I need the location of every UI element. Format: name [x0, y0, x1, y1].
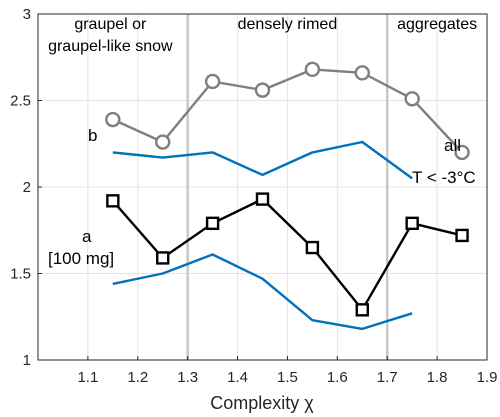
data-point [405, 216, 419, 231]
y-tick-label: 2.5 [10, 93, 31, 110]
series-a_cold [112, 253, 413, 331]
series-line-a_all [111, 197, 463, 311]
series-b_cold [112, 140, 413, 180]
data-point [105, 111, 121, 128]
data-point [156, 251, 170, 265]
series-a_all [106, 192, 469, 317]
data-point [106, 194, 120, 208]
annotation-cold: T < -3°C [412, 168, 476, 187]
x-tick-label: 1.9 [477, 369, 498, 386]
annotation-a-unit: [100 mg] [48, 249, 114, 268]
data-point [304, 61, 321, 78]
annotation-all: all [444, 136, 461, 155]
x-tick-label: 1.6 [327, 369, 348, 386]
x-tick-label: 1.2 [127, 369, 148, 386]
series-line-b_cold [112, 140, 413, 180]
series-layer [105, 61, 470, 331]
data-point [355, 303, 369, 317]
x-tick-label: 1.3 [177, 369, 198, 386]
axes [37, 13, 488, 361]
data-point [454, 144, 470, 161]
data-point [404, 91, 420, 107]
y-tick-label: 3 [23, 6, 31, 23]
x-tick-label: 1.5 [277, 369, 298, 386]
data-point [455, 228, 469, 243]
x-tick-label: 1.7 [377, 369, 398, 386]
data-point [255, 192, 270, 206]
series-line-b_all [112, 68, 463, 154]
annotation-b: b [88, 126, 97, 145]
data-point [354, 65, 370, 81]
region-labels: graupel or graupel-like snow densely rimed… [48, 16, 477, 55]
data-point [254, 82, 271, 98]
annotation-a: a [82, 227, 92, 246]
y-tick-label: 1 [23, 352, 31, 369]
region-label: densely rimed [238, 16, 338, 33]
region-label: aggregates [397, 16, 477, 33]
region-label: graupel or [74, 16, 147, 33]
region-label: graupel-like snow [48, 38, 173, 55]
y-tick-label: 2 [23, 179, 31, 196]
x-tick-label: 1.8 [427, 369, 448, 386]
data-point [305, 240, 320, 255]
series-b_all [105, 61, 470, 161]
tick-labels: 1.1 1.2 1.3 1.4 1.5 1.6 1.7 1.8 1.9 1 1.5 2 2.5 3 [10, 6, 497, 386]
x-tick-label: 1.4 [227, 369, 248, 386]
plot-frame [37, 13, 488, 361]
data-point [155, 134, 171, 150]
data-point [204, 73, 221, 90]
region-dividers [186, 14, 389, 360]
series-line-a_cold [112, 253, 413, 331]
data-point [205, 216, 220, 231]
x-axis-title: Complexity χ [210, 393, 314, 413]
y-tick-label: 1.5 [10, 266, 31, 283]
x-tick-label: 1.1 [77, 369, 98, 386]
